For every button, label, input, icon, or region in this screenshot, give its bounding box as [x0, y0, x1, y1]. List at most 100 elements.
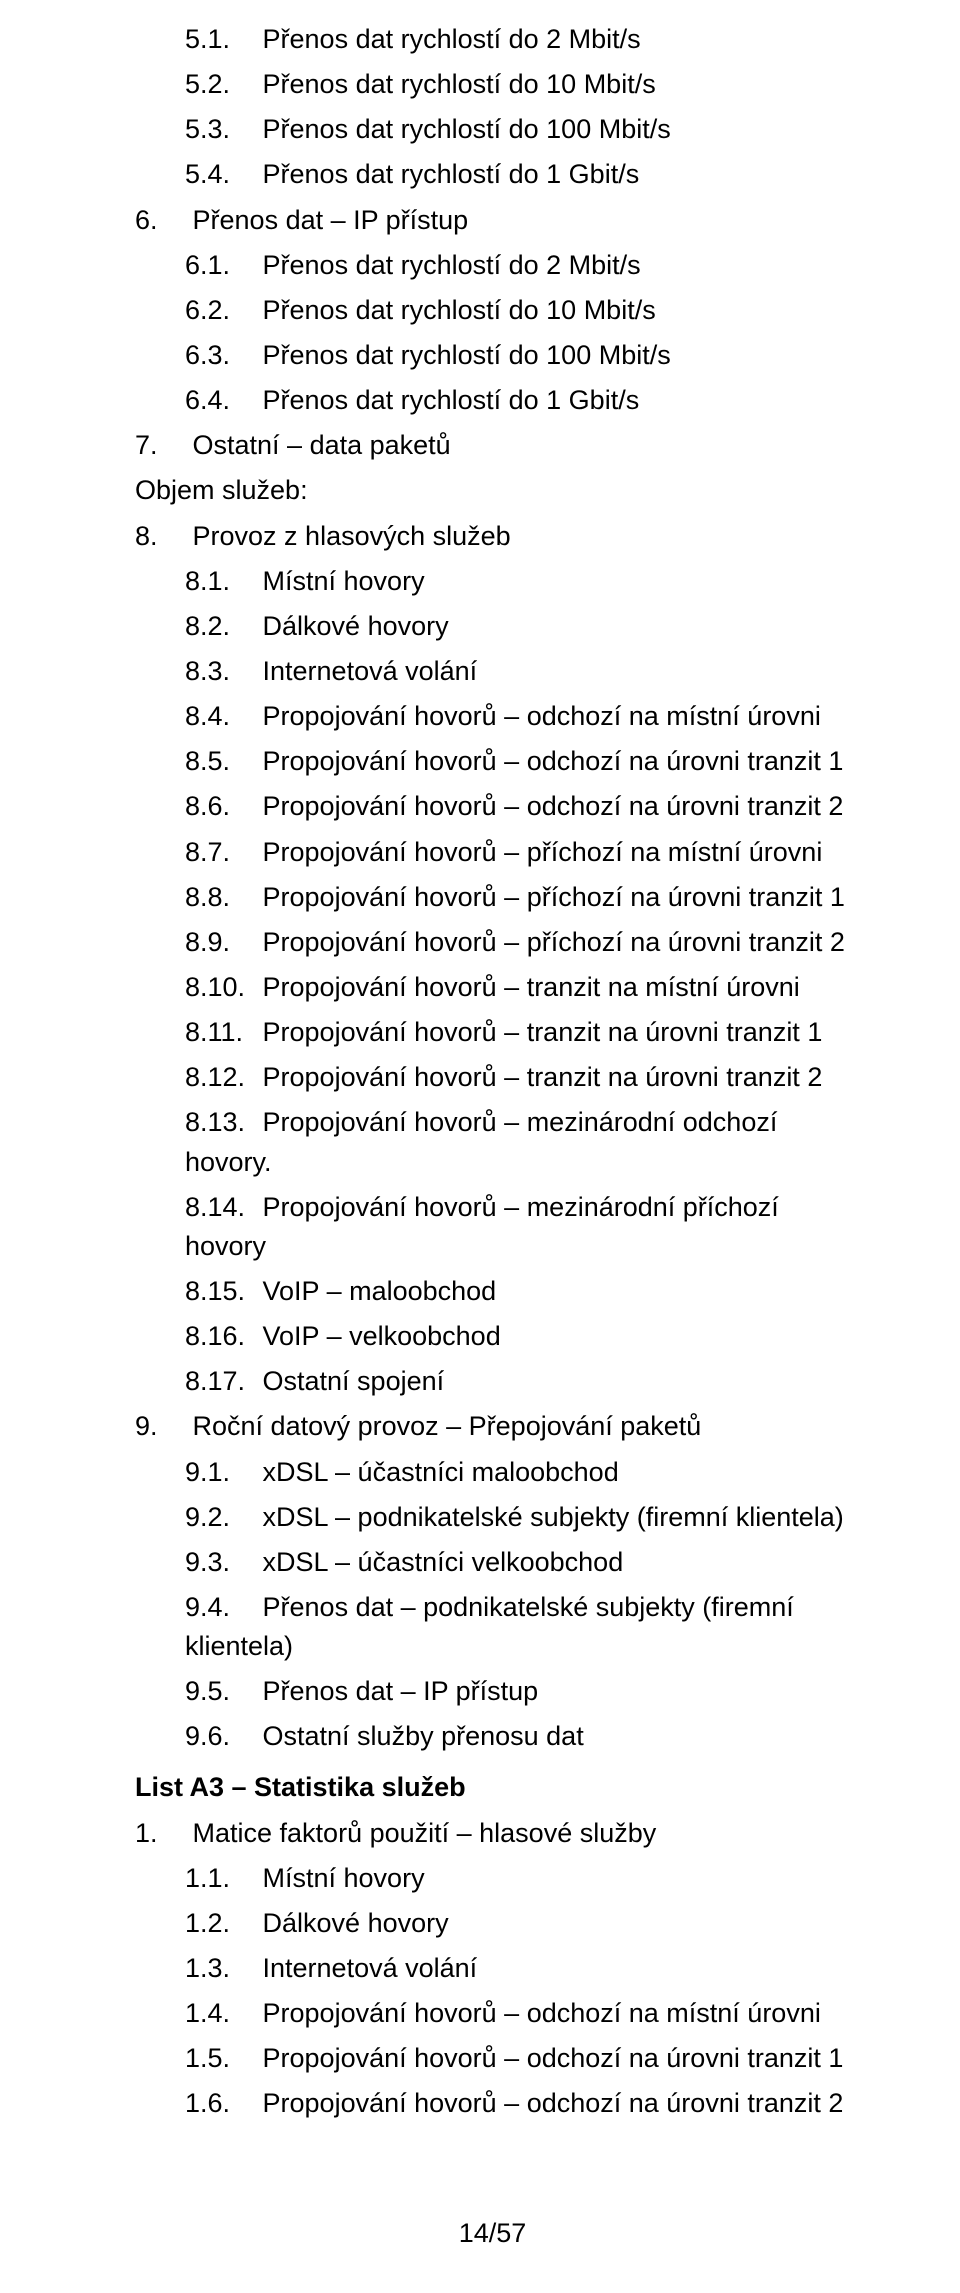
outline-line: 6.2. Přenos dat rychlostí do 10 Mbit/s: [135, 291, 850, 330]
page-number: 14/57: [135, 2214, 850, 2253]
outline-number: 1.6.: [185, 2084, 255, 2123]
outline-number: 5.2.: [185, 65, 255, 104]
outline-line: 8.15. VoIP – maloobchod: [135, 1272, 850, 1311]
outline-text: Dálkové hovory: [263, 1908, 449, 1938]
outline-text: Internetová volání: [263, 656, 478, 686]
outline-number: 8.15.: [185, 1272, 255, 1311]
outline-number: 1.3.: [185, 1949, 255, 1988]
outline-number: 8.8.: [185, 878, 255, 917]
outline-line: 1.4. Propojování hovorů – odchozí na mís…: [135, 1994, 850, 2033]
outline-number: 9.: [135, 1407, 185, 1446]
outline-text: Internetová volání: [263, 1953, 478, 1983]
outline-text: xDSL – účastníci maloobchod: [263, 1457, 619, 1487]
outline-number: 8.13.: [185, 1103, 255, 1142]
outline-line: 8.3. Internetová volání: [135, 652, 850, 691]
outline-number: 9.5.: [185, 1672, 255, 1711]
outline-number: 8.6.: [185, 787, 255, 826]
outline-number: 8.3.: [185, 652, 255, 691]
outline-number: 8.17.: [185, 1362, 255, 1401]
outline-text: VoIP – maloobchod: [263, 1276, 497, 1306]
outline-line: 8.1. Místní hovory: [135, 562, 850, 601]
outline-text: Propojování hovorů – odchozí na úrovni t…: [263, 2043, 844, 2073]
outline-text: Přenos dat rychlostí do 100 Mbit/s: [263, 114, 671, 144]
outline-number: 6.1.: [185, 246, 255, 285]
outline-text: Ostatní – data paketů: [193, 430, 451, 460]
outline-line: 6.1. Přenos dat rychlostí do 2 Mbit/s: [135, 246, 850, 285]
outline-line: 9.2. xDSL – podnikatelské subjekty (fire…: [135, 1498, 850, 1537]
outline-list-block-1: 5.1. Přenos dat rychlostí do 2 Mbit/s 5.2…: [135, 20, 850, 1756]
outline-text: Propojování hovorů – tranzit na místní ú…: [263, 972, 800, 1002]
outline-text: Propojování hovorů – příchozí na místní …: [263, 837, 823, 867]
outline-line: 5.2. Přenos dat rychlostí do 10 Mbit/s: [135, 65, 850, 104]
outline-line: 8.6. Propojování hovorů – odchozí na úro…: [135, 787, 850, 826]
outline-number: 8.16.: [185, 1317, 255, 1356]
outline-line: 9.5. Přenos dat – IP přístup: [135, 1672, 850, 1711]
outline-text: Roční datový provoz – Přepojování paketů: [193, 1411, 702, 1441]
outline-line: 7. Ostatní – data paketů: [135, 426, 850, 465]
outline-number: 8.2.: [185, 607, 255, 646]
outline-line: 5.1. Přenos dat rychlostí do 2 Mbit/s: [135, 20, 850, 59]
outline-text: Propojování hovorů – odchozí na místní ú…: [263, 701, 821, 731]
outline-number: 8.12.: [185, 1058, 255, 1097]
outline-number: 8.4.: [185, 697, 255, 736]
outline-text: Ostatní spojení: [263, 1366, 445, 1396]
outline-line: 1.6. Propojování hovorů – odchozí na úro…: [135, 2084, 850, 2123]
section-heading-list-a3: List A3 – Statistika služeb: [135, 1768, 850, 1807]
outline-text: Ostatní služby přenosu dat: [263, 1721, 584, 1751]
outline-line: 9.6. Ostatní služby přenosu dat: [135, 1717, 850, 1756]
outline-line: 8.14. Propojování hovorů – mezinárodní p…: [135, 1188, 850, 1266]
outline-number: 9.3.: [185, 1543, 255, 1582]
outline-text: Přenos dat rychlostí do 10 Mbit/s: [263, 69, 656, 99]
outline-number: 8.9.: [185, 923, 255, 962]
outline-text: Propojování hovorů – odchozí na úrovni t…: [263, 2088, 844, 2118]
outline-text: Přenos dat rychlostí do 100 Mbit/s: [263, 340, 671, 370]
outline-number: 8.11.: [185, 1013, 255, 1052]
outline-line: 1.3. Internetová volání: [135, 1949, 850, 1988]
outline-text: xDSL – účastníci velkoobchod: [263, 1547, 624, 1577]
outline-line: 6.3. Přenos dat rychlostí do 100 Mbit/s: [135, 336, 850, 375]
outline-line: 9.3. xDSL – účastníci velkoobchod: [135, 1543, 850, 1582]
outline-text: Místní hovory: [263, 566, 425, 596]
outline-text: Propojování hovorů – odchozí na úrovni t…: [263, 791, 844, 821]
outline-number: 1.: [135, 1814, 185, 1853]
outline-line: 8.7. Propojování hovorů – příchozí na mí…: [135, 833, 850, 872]
outline-number: 9.4.: [185, 1588, 255, 1627]
outline-number: 1.5.: [185, 2039, 255, 2078]
outline-number: 8.7.: [185, 833, 255, 872]
outline-list-block-2: 1. Matice faktorů použití – hlasové služ…: [135, 1814, 850, 2124]
outline-number: 5.4.: [185, 155, 255, 194]
outline-line: 1.5. Propojování hovorů – odchozí na úro…: [135, 2039, 850, 2078]
outline-number: 5.3.: [185, 110, 255, 149]
outline-line: 1.1. Místní hovory: [135, 1859, 850, 1898]
outline-line: 8.5. Propojování hovorů – odchozí na úro…: [135, 742, 850, 781]
outline-number: 5.1.: [185, 20, 255, 59]
outline-number: 1.2.: [185, 1904, 255, 1943]
outline-text: Propojování hovorů – tranzit na úrovni t…: [263, 1017, 823, 1047]
outline-number: 9.1.: [185, 1453, 255, 1492]
outline-line: 8.11. Propojování hovorů – tranzit na úr…: [135, 1013, 850, 1052]
outline-text: xDSL – podnikatelské subjekty (firemní k…: [263, 1502, 844, 1532]
outline-line: 1.2. Dálkové hovory: [135, 1904, 850, 1943]
outline-text: Přenos dat rychlostí do 10 Mbit/s: [263, 295, 656, 325]
outline-line: 8.8. Propojování hovorů – příchozí na úr…: [135, 878, 850, 917]
outline-text: Propojování hovorů – příchozí na úrovni …: [263, 882, 845, 912]
outline-text: Matice faktorů použití – hlasové služby: [193, 1818, 657, 1848]
outline-line: 8.17. Ostatní spojení: [135, 1362, 850, 1401]
outline-text: Přenos dat – IP přístup: [263, 1676, 539, 1706]
outline-line: 5.3. Přenos dat rychlostí do 100 Mbit/s: [135, 110, 850, 149]
outline-text: Propojování hovorů – mezinárodní příchoz…: [185, 1192, 786, 1261]
outline-text: Přenos dat rychlostí do 1 Gbit/s: [263, 159, 640, 189]
outline-line: 8.13. Propojování hovorů – mezinárodní o…: [135, 1103, 850, 1181]
outline-number: 8.5.: [185, 742, 255, 781]
outline-line: 8.16. VoIP – velkoobchod: [135, 1317, 850, 1356]
outline-number: 6.: [135, 201, 185, 240]
outline-number: 6.4.: [185, 381, 255, 420]
outline-number: 8.: [135, 517, 185, 556]
outline-line: 8.2. Dálkové hovory: [135, 607, 850, 646]
outline-text: VoIP – velkoobchod: [263, 1321, 501, 1351]
outline-line: 9. Roční datový provoz – Přepojování pak…: [135, 1407, 850, 1446]
outline-line: 6.4. Přenos dat rychlostí do 1 Gbit/s: [135, 381, 850, 420]
outline-line: 9.4. Přenos dat – podnikatelské subjekty…: [135, 1588, 850, 1666]
outline-line: 9.1. xDSL – účastníci maloobchod: [135, 1453, 850, 1492]
outline-number: 1.4.: [185, 1994, 255, 2033]
